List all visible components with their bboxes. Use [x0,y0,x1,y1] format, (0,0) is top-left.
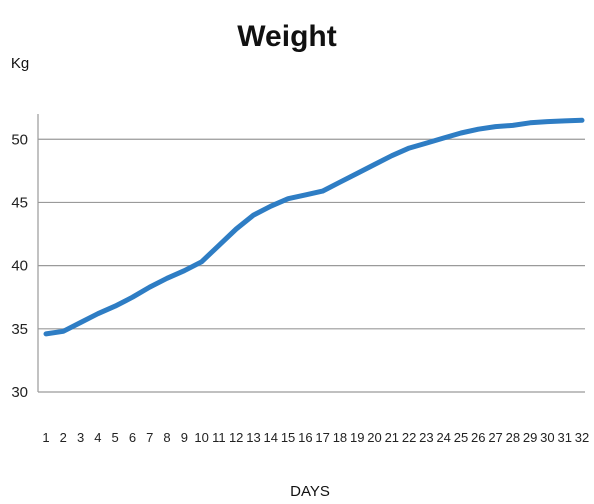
y-tick-label: 50 [11,131,28,148]
x-tick-label: 25 [454,430,468,445]
x-tick-label: 20 [367,430,381,445]
x-tick-label: 11 [212,430,226,445]
x-tick-label: 26 [471,430,485,445]
x-tick-labels: 1 2 3 4 5 6 7 8 9 10 11 12 13 14 15 16 17 18 19 20 21 22 23 24 2… [42,430,589,445]
axes [37,114,585,393]
x-tick-label: 12 [229,430,243,445]
x-tick-label: 8 [163,430,170,445]
x-tick-label: 28 [506,430,520,445]
x-tick-label: 24 [436,430,450,445]
x-tick-label: 2 [60,430,67,445]
x-tick-label: 32 [575,430,589,445]
x-tick-label: 13 [246,430,260,445]
series-layer [43,117,585,337]
x-tick-label: 31 [557,430,571,445]
y-tick-label: 30 [11,384,28,401]
x-tick-label: 10 [194,430,208,445]
x-tick-label: 17 [315,430,329,445]
x-tick-label: 16 [298,430,312,445]
y-tick-label: 40 [11,258,28,275]
y-tick-labels: 30 35 40 45 50 [11,131,28,401]
y-tick-label: 35 [11,321,28,338]
gridlines [38,138,585,330]
x-tick-label: 5 [112,430,119,445]
y-tick-label: 45 [11,194,28,211]
x-axis-label: DAYS [290,483,330,500]
x-tick-label: 19 [350,430,364,445]
x-tick-label: 22 [402,430,416,445]
x-tick-label: 23 [419,430,433,445]
x-tick-label: 15 [281,430,295,445]
x-tick-label: 30 [540,430,554,445]
x-tick-label: 4 [94,430,101,445]
series-line-weight [43,117,585,337]
x-tick-label: 3 [77,430,84,445]
x-tick-label: 21 [385,430,399,445]
x-tick-label: 6 [129,430,136,445]
x-tick-label: 14 [264,430,278,445]
x-tick-label: 27 [488,430,502,445]
x-tick-label: 29 [523,430,537,445]
y-axis-label: Kg [11,55,29,72]
x-tick-label: 1 [42,430,49,445]
x-tick-label: 9 [181,430,188,445]
x-tick-label: 7 [146,430,153,445]
chart-title: Weight [237,20,336,53]
x-tick-label: 18 [333,430,347,445]
